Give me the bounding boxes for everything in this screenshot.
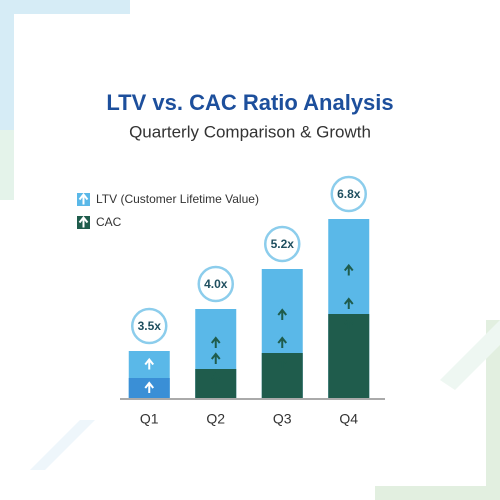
x-tick-label: Q1 bbox=[140, 411, 159, 427]
arrow-icon bbox=[210, 372, 221, 384]
arrow-icon bbox=[78, 192, 89, 205]
arrow-icon bbox=[277, 336, 288, 348]
ratio-badge bbox=[197, 265, 234, 303]
arrow-icon bbox=[78, 215, 89, 228]
legend-label: LTV (Customer Lifetime Value) bbox=[96, 192, 259, 206]
arrow-icon bbox=[210, 352, 221, 364]
legend-label: CAC bbox=[96, 215, 122, 229]
arrow-icon bbox=[210, 336, 221, 348]
arrow-icon bbox=[144, 357, 155, 370]
ratio-label: 6.8x bbox=[337, 187, 361, 201]
ratio-label: 4.0x bbox=[204, 277, 228, 291]
arrow-icon bbox=[343, 263, 354, 276]
ratio-label: 5.2x bbox=[271, 237, 295, 251]
arrow-icon bbox=[343, 317, 354, 329]
chart-title: LTV vs. CAC Ratio Analysis bbox=[106, 90, 393, 115]
x-tick-label: Q4 bbox=[339, 411, 358, 427]
arrow-icon bbox=[144, 381, 155, 393]
ratio-badge bbox=[264, 225, 301, 263]
arrow-icon bbox=[277, 356, 288, 368]
x-tick-label: Q3 bbox=[273, 411, 292, 427]
x-tick-label: Q2 bbox=[206, 411, 225, 427]
ratio-label: 3.5x bbox=[138, 319, 162, 333]
chart-subtitle: Quarterly Comparison & Growth bbox=[129, 122, 371, 141]
ratio-badge bbox=[131, 307, 168, 345]
arrow-icon bbox=[343, 297, 354, 309]
arrow-icon bbox=[277, 308, 288, 320]
ratio-badge bbox=[330, 175, 367, 213]
